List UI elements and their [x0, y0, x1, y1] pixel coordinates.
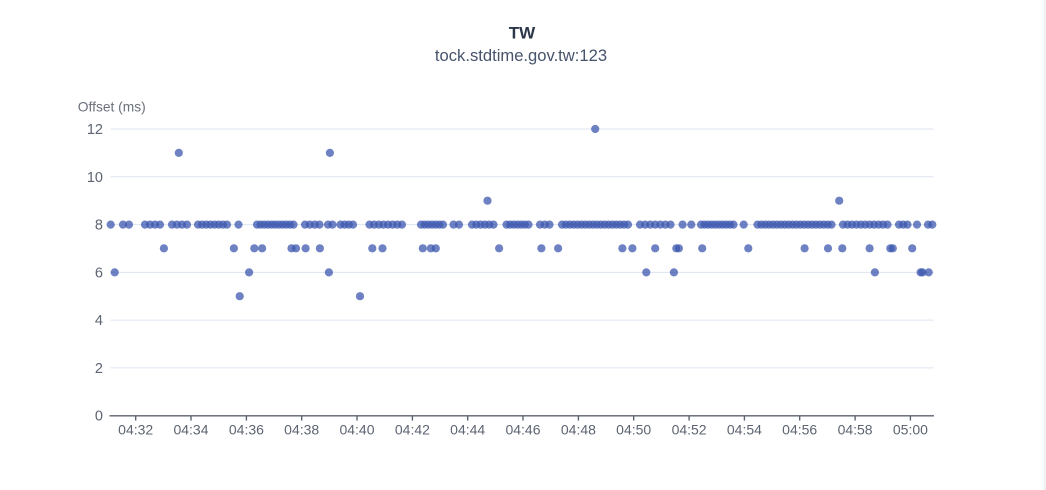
svg-text:04:52: 04:52 — [672, 422, 707, 438]
svg-text:04:56: 04:56 — [782, 422, 817, 438]
svg-text:04:50: 04:50 — [616, 422, 651, 438]
svg-text:10: 10 — [87, 170, 103, 186]
svg-text:04:42: 04:42 — [395, 422, 430, 438]
svg-text:2: 2 — [95, 361, 103, 377]
svg-text:8: 8 — [95, 218, 103, 234]
svg-text:6: 6 — [95, 265, 103, 281]
svg-text:04:32: 04:32 — [118, 422, 153, 438]
svg-text:tock.stdtime.gov.tw:123: tock.stdtime.gov.tw:123 — [435, 46, 607, 65]
svg-text:TW: TW — [509, 24, 536, 43]
svg-text:04:38: 04:38 — [284, 422, 319, 438]
svg-text:Offset (ms): Offset (ms) — [78, 100, 146, 115]
svg-text:04:48: 04:48 — [561, 422, 596, 438]
svg-text:04:46: 04:46 — [505, 422, 540, 438]
svg-text:04:40: 04:40 — [339, 422, 374, 438]
svg-text:4: 4 — [95, 313, 103, 329]
svg-text:0: 0 — [95, 409, 103, 425]
svg-text:04:44: 04:44 — [450, 422, 485, 438]
svg-text:04:58: 04:58 — [838, 422, 873, 438]
svg-text:04:34: 04:34 — [173, 422, 208, 438]
svg-text:04:36: 04:36 — [229, 422, 264, 438]
svg-text:04:54: 04:54 — [727, 422, 762, 438]
svg-text:12: 12 — [87, 122, 103, 138]
svg-text:05:00: 05:00 — [893, 422, 928, 438]
